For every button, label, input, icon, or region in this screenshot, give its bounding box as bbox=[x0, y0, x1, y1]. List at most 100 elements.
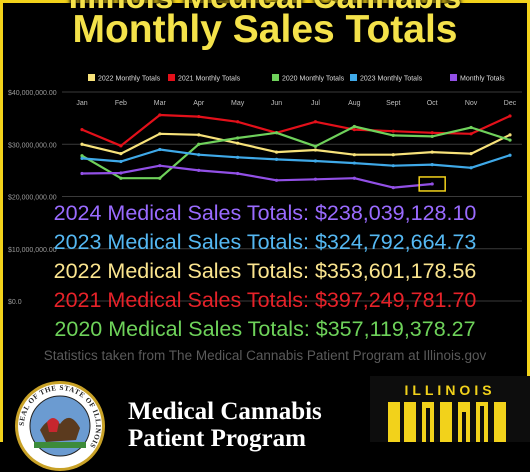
data-point bbox=[391, 153, 395, 157]
x-tick-label: Aug bbox=[348, 100, 361, 107]
data-point bbox=[508, 153, 512, 157]
data-point bbox=[391, 133, 395, 137]
data-point bbox=[508, 114, 512, 118]
data-point bbox=[80, 142, 84, 146]
data-point bbox=[119, 152, 123, 156]
legend-swatch bbox=[350, 74, 357, 81]
page-border bbox=[0, 0, 530, 442]
data-point bbox=[119, 176, 123, 180]
y-tick-label: $10,000,000.00 bbox=[8, 247, 57, 254]
program-name: Medical Cannabis Patient Program bbox=[128, 398, 322, 452]
data-point bbox=[352, 161, 356, 165]
data-point bbox=[430, 131, 434, 135]
data-point bbox=[313, 177, 318, 181]
data-point bbox=[391, 164, 395, 168]
data-point bbox=[236, 155, 240, 159]
annual-total-line: 2022 Medical Sales Totals: $353,601,178.… bbox=[53, 259, 477, 283]
data-point bbox=[352, 128, 356, 132]
series-line bbox=[81, 148, 511, 169]
data-point bbox=[469, 132, 473, 136]
data-point bbox=[352, 176, 356, 180]
data-point bbox=[119, 144, 123, 148]
data-point bbox=[313, 144, 318, 148]
annual-total-line: 2021 Medical Sales Totals: $397,249,781.… bbox=[53, 288, 477, 312]
data-point bbox=[80, 156, 84, 160]
x-tick-label: Sept bbox=[386, 100, 400, 107]
annual-total-line: 2023 Medical Sales Totals: $324,792,664.… bbox=[53, 230, 477, 254]
legend-label: 2023 Monthly Totals bbox=[360, 76, 423, 83]
x-tick-label: Feb bbox=[115, 100, 127, 107]
data-point bbox=[197, 168, 201, 172]
headline-line-1: Illinois Medical Cannabis bbox=[0, 0, 530, 16]
program-name-line-2: Patient Program bbox=[128, 425, 306, 452]
data-point bbox=[158, 147, 162, 152]
data-point bbox=[469, 125, 473, 130]
data-point bbox=[430, 182, 434, 186]
data-point bbox=[508, 138, 512, 142]
annual-total-line: 2020 Medical Sales Totals: $357,119,378.… bbox=[54, 317, 476, 341]
illinois-logo: ILLINOIS bbox=[370, 376, 530, 442]
data-point bbox=[119, 159, 123, 164]
x-tick-label: Apr bbox=[193, 100, 205, 107]
data-point bbox=[158, 164, 162, 168]
data-point bbox=[508, 133, 512, 137]
x-tick-label: May bbox=[231, 100, 245, 107]
series-line bbox=[81, 125, 511, 180]
data-point bbox=[430, 134, 434, 139]
series-line bbox=[81, 113, 511, 147]
legend-label: 2022 Monthly Totals bbox=[98, 76, 161, 83]
legend-swatch bbox=[168, 74, 175, 81]
data-point bbox=[236, 120, 240, 124]
legend-swatch bbox=[450, 74, 457, 81]
annual-total-line: 2024 Medical Sales Totals: $238,039,128.… bbox=[53, 201, 477, 225]
x-tick-label: Jun bbox=[271, 100, 282, 107]
data-point bbox=[197, 142, 201, 146]
data-point bbox=[430, 163, 434, 167]
source-note: Statistics taken from The Medical Cannab… bbox=[43, 348, 487, 363]
data-point bbox=[158, 176, 162, 180]
x-tick-label: Jan bbox=[76, 100, 87, 107]
data-point bbox=[236, 136, 240, 140]
x-tick-label: Dec bbox=[504, 100, 517, 107]
latest-value-highlight bbox=[418, 176, 446, 192]
data-point bbox=[274, 150, 279, 154]
data-point bbox=[80, 171, 84, 176]
data-point bbox=[80, 128, 84, 132]
data-point bbox=[469, 166, 473, 170]
data-point bbox=[236, 171, 240, 176]
legend-label: 2021 Monthly Totals bbox=[178, 76, 241, 83]
y-tick-label: $0.0 bbox=[8, 299, 22, 306]
data-point bbox=[158, 132, 162, 136]
x-tick-label: Mar bbox=[154, 100, 167, 107]
data-point bbox=[197, 114, 201, 119]
series-line bbox=[81, 164, 433, 189]
y-tick-label: $30,000,000.00 bbox=[8, 142, 57, 149]
sales-line-chart: $0.0 $10,000,000.00 $20,000,000.00 $30,000,… bbox=[8, 74, 522, 306]
data-point bbox=[313, 148, 318, 152]
x-tick-label: Nov bbox=[465, 100, 478, 107]
series-line bbox=[81, 132, 511, 156]
data-point bbox=[469, 152, 473, 156]
data-point bbox=[236, 141, 240, 145]
y-tick-label: $20,000,000.00 bbox=[8, 195, 57, 202]
illinois-logo-word: ILLINOIS bbox=[404, 382, 496, 398]
data-point bbox=[119, 171, 123, 175]
y-tick-label: $40,000,000.00 bbox=[8, 90, 57, 97]
legend-label: 2020 Monthly Totals bbox=[282, 76, 345, 83]
data-point bbox=[274, 178, 279, 182]
data-point bbox=[197, 153, 201, 157]
x-tick-label: Jul bbox=[311, 100, 320, 107]
data-point bbox=[352, 153, 356, 157]
legend-swatch bbox=[88, 74, 95, 81]
legend-label: Monthly Totals bbox=[460, 76, 505, 83]
program-name-line-1: Medical Cannabis bbox=[128, 398, 322, 425]
data-point bbox=[352, 124, 356, 129]
illinois-logo-bars bbox=[388, 402, 506, 442]
legend-swatch bbox=[272, 74, 279, 81]
data-point bbox=[313, 120, 318, 124]
x-tick-label: Oct bbox=[427, 100, 438, 107]
data-point bbox=[391, 186, 395, 190]
data-point bbox=[313, 159, 318, 163]
data-point bbox=[391, 129, 395, 133]
data-point bbox=[158, 113, 162, 117]
